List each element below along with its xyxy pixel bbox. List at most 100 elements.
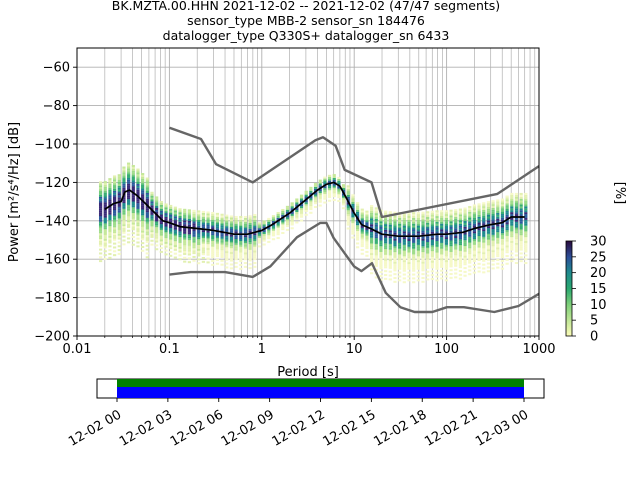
psd-cell xyxy=(127,210,131,213)
psd-cell xyxy=(482,219,486,222)
psd-cell xyxy=(500,238,505,241)
psd-cell xyxy=(206,240,210,243)
psd-cell xyxy=(183,210,187,213)
psd-cell xyxy=(379,274,383,277)
psd-cell xyxy=(398,252,402,255)
psd-cell xyxy=(103,229,107,232)
psd-cell xyxy=(360,212,364,215)
psd-cell xyxy=(365,229,369,232)
psd-cell xyxy=(206,211,210,214)
psd-cell xyxy=(108,195,112,198)
psd-cell xyxy=(426,257,430,260)
psd-cell xyxy=(141,182,145,185)
psd-cell xyxy=(351,198,355,201)
psd-cell xyxy=(103,257,107,260)
psd-cell xyxy=(463,211,467,214)
psd-cell xyxy=(449,211,453,214)
psd-cell xyxy=(220,252,224,255)
psd-cell xyxy=(402,233,406,236)
psd-cell xyxy=(472,254,477,257)
psd-cell xyxy=(290,217,294,220)
psd-cell xyxy=(131,199,135,202)
psd-cell xyxy=(117,174,121,177)
psd-cell xyxy=(122,235,126,238)
psd-cell xyxy=(187,257,191,260)
psd-cell xyxy=(150,222,154,225)
psd-cell xyxy=(239,215,243,218)
psd-cell xyxy=(243,246,248,249)
psd-cell xyxy=(510,196,514,199)
psd-cell xyxy=(169,206,173,209)
psd-cell xyxy=(416,242,420,245)
psd-cell xyxy=(510,260,514,263)
psd-cell xyxy=(192,209,196,212)
plot-frame xyxy=(76,47,540,337)
psd-cell xyxy=(477,232,481,235)
psd-cell xyxy=(243,254,248,257)
psd-cell xyxy=(155,238,159,241)
psd-cell xyxy=(239,244,243,247)
psd-cell xyxy=(248,244,252,247)
psd-cell xyxy=(243,252,248,255)
psd-cell xyxy=(197,246,201,249)
psd-cell xyxy=(220,227,224,230)
psd-cell xyxy=(454,245,458,248)
psd-cell xyxy=(136,180,140,183)
psd-cell xyxy=(430,260,434,263)
psd-cell xyxy=(225,233,229,236)
psd-cell xyxy=(374,234,378,237)
psd-cell xyxy=(393,246,397,249)
psd-cell xyxy=(412,244,416,247)
psd-cell xyxy=(127,195,131,198)
psd-cell xyxy=(440,215,444,218)
psd-cell xyxy=(421,244,425,247)
psd-cell xyxy=(225,249,229,252)
psd-cell xyxy=(299,213,304,216)
psd-cell xyxy=(187,213,191,216)
psd-cell xyxy=(346,219,350,222)
psd-cell xyxy=(510,198,514,201)
psd-cell xyxy=(159,235,163,238)
psd-cell xyxy=(169,227,173,230)
psd-cell xyxy=(398,254,402,257)
psd-cell xyxy=(141,219,145,222)
psd-cell xyxy=(253,233,257,236)
psd-cell xyxy=(164,236,168,239)
psd-cell xyxy=(113,223,117,226)
psd-cell xyxy=(131,211,135,214)
psd-cell xyxy=(360,252,364,255)
psd-cell xyxy=(131,218,135,221)
psd-cell xyxy=(463,242,467,245)
timeline-tick-label: 12-02 06 xyxy=(168,407,226,449)
psd-cell xyxy=(500,236,505,239)
psd-cell xyxy=(229,250,234,253)
psd-cell xyxy=(458,256,462,259)
psd-cell xyxy=(384,266,388,269)
psd-cell xyxy=(215,255,220,258)
psd-cell xyxy=(313,186,318,189)
psd-cell xyxy=(458,260,462,263)
psd-cell xyxy=(421,263,425,266)
psd-cell xyxy=(257,231,262,234)
psd-cell xyxy=(500,263,505,266)
psd-cell xyxy=(421,276,425,279)
psd-cell xyxy=(458,233,462,236)
psd-cell xyxy=(206,257,210,260)
psd-cell xyxy=(500,208,505,211)
psd-cell xyxy=(103,242,107,245)
psd-cell xyxy=(211,233,215,236)
psd-cell xyxy=(201,257,205,260)
psd-cell xyxy=(412,237,416,240)
psd-cell xyxy=(131,212,135,215)
psd-cell xyxy=(407,244,411,247)
psd-cell xyxy=(440,258,444,261)
psd-cell xyxy=(145,252,149,255)
psd-cell xyxy=(295,208,299,211)
psd-cell xyxy=(449,248,453,251)
psd-cell xyxy=(440,248,444,251)
psd-cell xyxy=(215,220,220,223)
psd-cell xyxy=(458,227,462,230)
psd-cell xyxy=(482,206,486,209)
psd-cell xyxy=(113,217,117,220)
